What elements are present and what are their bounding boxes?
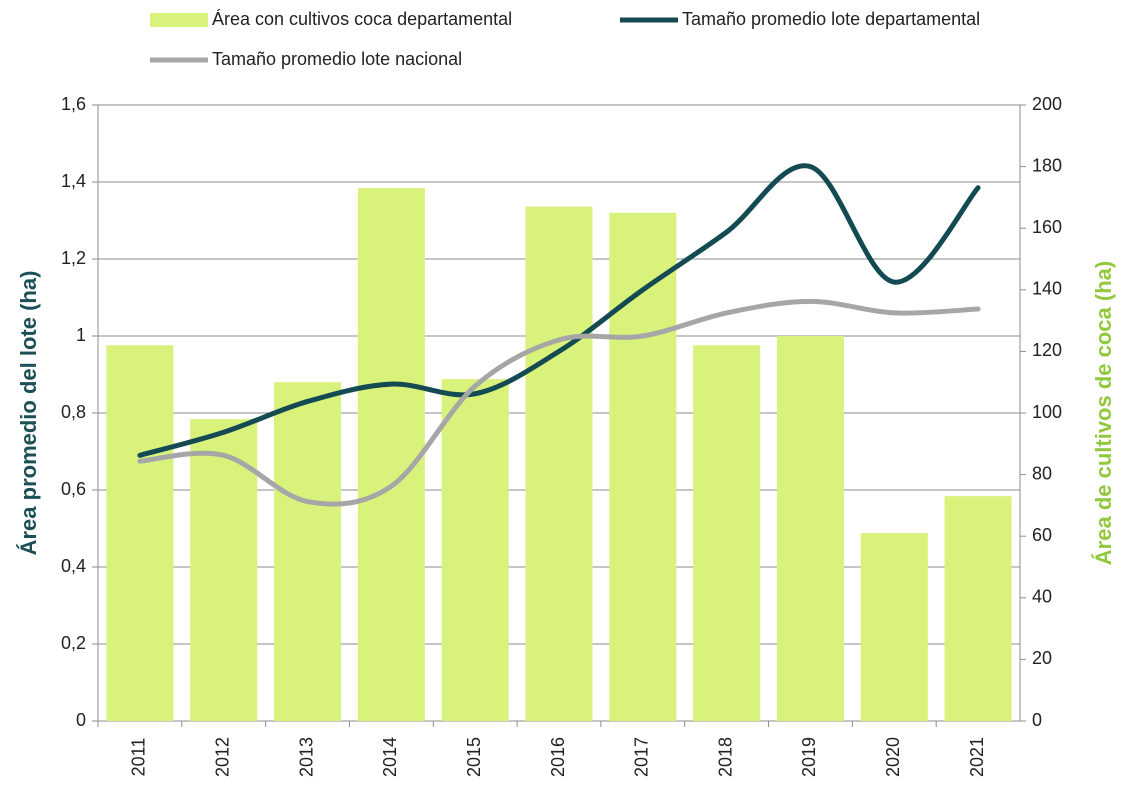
- y2-tick-label: 40: [1032, 587, 1052, 607]
- x-tick-label: 2014: [380, 737, 400, 777]
- x-tick-label: 2015: [464, 737, 484, 777]
- bar: [609, 212, 677, 722]
- line: [137, 163, 981, 458]
- y2-tick-label: 80: [1032, 463, 1052, 483]
- x-tick-label: 2020: [883, 737, 903, 777]
- x-tick-label: 2011: [129, 738, 149, 777]
- y-tick-label: 0,8: [61, 402, 86, 422]
- legend-swatch: [150, 13, 208, 27]
- y2-tick-label: 140: [1032, 279, 1062, 299]
- bar: [441, 379, 509, 721]
- y2-tick-label: 120: [1032, 340, 1062, 360]
- bar: [693, 345, 761, 721]
- y-tick-label: 0,2: [61, 633, 86, 653]
- legend-label: Tamaño promedio lote nacional: [212, 49, 462, 69]
- y2-tick-label: 180: [1032, 155, 1062, 175]
- x-tick-label: 2013: [296, 737, 316, 777]
- y-tick-label: 0: [76, 710, 86, 730]
- x-tick-label: 2016: [548, 737, 568, 777]
- y-tick-label: 1,4: [61, 171, 86, 191]
- x-tick-label: 2017: [632, 737, 652, 777]
- x-tick-label: 2018: [715, 737, 735, 777]
- bar: [106, 345, 174, 721]
- y2-tick-label: 60: [1032, 525, 1052, 545]
- y-axis-title: Área promedio del lote (ha): [16, 271, 41, 556]
- bar: [190, 419, 258, 721]
- y-tick-label: 1,6: [61, 94, 86, 114]
- legend-label: Tamaño promedio lote departamental: [682, 9, 980, 29]
- y2-tick-label: 20: [1032, 648, 1052, 668]
- bar: [274, 382, 342, 721]
- y2-tick-label: 160: [1032, 217, 1062, 237]
- line: [137, 298, 981, 507]
- y2-tick-label: 200: [1032, 94, 1062, 114]
- x-tick-label: 2019: [799, 737, 819, 777]
- bar: [357, 188, 425, 721]
- y-tick-label: 1: [76, 325, 86, 345]
- y2-tick-label: 0: [1032, 710, 1042, 730]
- bar: [525, 206, 593, 721]
- bar: [860, 533, 928, 721]
- y-tick-label: 0,4: [61, 556, 86, 576]
- legend-label: Área con cultivos coca departamental: [212, 9, 512, 29]
- bar: [776, 336, 844, 721]
- x-tick-label: 2021: [967, 737, 987, 777]
- bar: [944, 496, 1012, 721]
- y2-axis-title: Área de cultivos de coca (ha): [1091, 261, 1116, 565]
- y-tick-label: 1,2: [61, 248, 86, 268]
- y-tick-label: 0,6: [61, 479, 86, 499]
- y2-tick-label: 100: [1032, 402, 1062, 422]
- x-tick-label: 2012: [212, 737, 232, 777]
